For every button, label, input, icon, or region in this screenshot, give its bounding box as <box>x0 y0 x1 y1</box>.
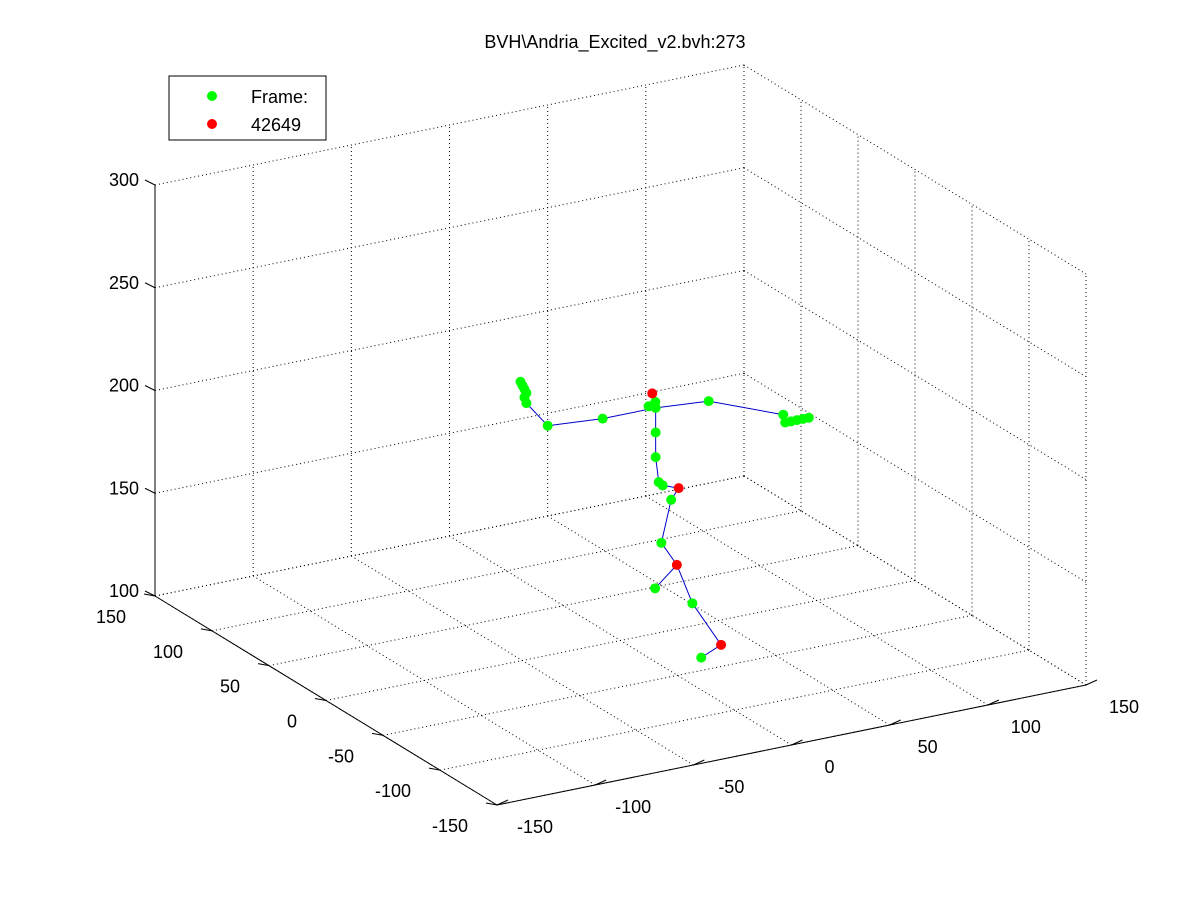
z-tick-mark <box>144 282 156 289</box>
skeleton-bone <box>655 400 709 409</box>
joint-point <box>687 598 698 609</box>
z-tick-label: 150 <box>109 478 139 498</box>
skeleton-bone <box>676 564 693 604</box>
legend-label-frame: Frame: <box>251 87 308 107</box>
highlighted-joint-point <box>647 388 658 399</box>
legend-marker-value <box>207 119 217 129</box>
y-tick-label: -100 <box>375 781 411 801</box>
highlighted-joint-point <box>673 483 684 494</box>
z-tick-mark <box>144 179 156 186</box>
legend-box <box>168 75 327 141</box>
y-tick-label: 100 <box>153 642 183 662</box>
joint-point <box>597 413 608 424</box>
floor-grid-line-y <box>382 614 973 736</box>
joint-point <box>650 427 661 438</box>
highlighted-joint-point <box>671 559 682 570</box>
joint-point <box>656 537 667 548</box>
y-tick-mark <box>314 698 327 701</box>
y-tick-label: -50 <box>328 746 354 766</box>
z-tick-label: 300 <box>109 170 139 190</box>
x-tick-mark <box>987 699 1000 706</box>
z-tick-mark <box>144 385 156 391</box>
x-tick-label: -100 <box>615 797 651 817</box>
skeleton-bone <box>526 402 549 427</box>
skeleton-bone <box>708 400 784 416</box>
x-tick-mark <box>693 759 705 766</box>
skeleton-bone <box>547 418 603 427</box>
y-tick-mark <box>143 593 156 597</box>
joint-point <box>778 409 789 420</box>
joint-point <box>666 494 677 505</box>
y-tick-label: -150 <box>432 816 468 836</box>
joint-layer <box>515 376 814 663</box>
tick-label-layer: -150 -100 -50 0 50 100 150 -150 -100 -50 0 50 100 150… <box>96 170 1139 837</box>
x-tick-label: -50 <box>718 777 744 797</box>
highlighted-joint-point <box>716 639 727 650</box>
x-tick-label: 100 <box>1011 717 1041 737</box>
z-tick-label: 250 <box>109 273 139 293</box>
y-tick-label: 150 <box>96 607 126 627</box>
side-wall-grid-line-z <box>743 372 1087 583</box>
z-tick-label: 200 <box>109 376 139 396</box>
z-tick-label: 100 <box>109 581 139 601</box>
x-tick-label: 150 <box>1109 697 1139 717</box>
grid-layer <box>154 64 1087 806</box>
side-wall-grid-line-z <box>743 270 1087 480</box>
side-wall-grid-line-z <box>743 64 1087 275</box>
skeleton-bone <box>660 499 672 543</box>
legend-marker-frame <box>207 91 217 101</box>
legend-label-value: 42649 <box>251 115 301 135</box>
floor-grid-line-y <box>268 545 859 667</box>
floor-grid-line-y <box>325 580 916 701</box>
joint-point <box>542 420 553 431</box>
joint-point <box>650 583 661 594</box>
x-tick-mark <box>791 739 803 746</box>
back-wall-grid-line-z <box>154 372 745 494</box>
back-wall-grid-line-z <box>154 270 745 391</box>
y-tick-mark <box>485 802 498 806</box>
joint-point <box>650 396 661 407</box>
y-tick-mark <box>257 663 270 667</box>
x-tick-mark <box>594 779 607 786</box>
chart-title: BVH\Andria_Excited_v2.bvh:273 <box>484 32 745 53</box>
joint-point <box>653 477 664 488</box>
back-wall-grid-line-z <box>154 64 745 186</box>
back-wall-grid-line-z <box>154 167 745 289</box>
x-tick-label: 0 <box>824 757 834 777</box>
floor-grid-line-y <box>211 510 802 632</box>
x-tick-mark <box>1085 679 1098 686</box>
y-tick-label: 50 <box>220 677 240 697</box>
z-tick-mark <box>144 590 156 597</box>
skeleton-bone <box>691 603 722 646</box>
axis-layer <box>143 179 1098 806</box>
floor-grid-line-y <box>439 649 1030 771</box>
side-wall-grid-line-z <box>743 475 1087 686</box>
joint-point <box>696 652 707 663</box>
x-tick-label: 50 <box>918 737 938 757</box>
skeleton-bone <box>654 564 678 589</box>
joint-point <box>803 412 814 423</box>
joint-point <box>515 376 526 387</box>
y-tick-label: 0 <box>287 712 297 732</box>
y-tick-mark <box>428 767 441 771</box>
y-tick-mark <box>200 628 213 632</box>
back-wall-grid-line-z <box>154 475 745 597</box>
y-tick-mark <box>371 732 384 736</box>
legend: Frame: 42649 <box>168 75 327 141</box>
side-wall-grid-line-z <box>743 167 1087 378</box>
x-tick-mark <box>889 719 901 726</box>
joint-point <box>650 452 661 463</box>
x-tick-mark <box>496 799 509 806</box>
z-tick-mark <box>144 487 156 494</box>
joint-point <box>703 396 714 407</box>
x-tick-label: -150 <box>517 817 553 837</box>
